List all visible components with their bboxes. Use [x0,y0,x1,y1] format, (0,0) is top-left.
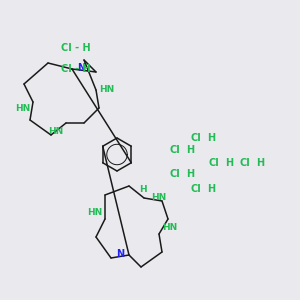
Text: HN: HN [162,223,177,232]
Text: Cl: Cl [190,184,201,194]
Text: HN: HN [15,104,30,113]
Text: Cl - H: Cl - H [61,64,91,74]
Text: HN: HN [99,85,114,94]
Text: H: H [225,158,233,169]
Text: Cl - H: Cl - H [61,43,91,53]
Text: HN: HN [87,208,102,217]
Text: H: H [139,185,146,194]
Text: H: H [256,158,265,169]
Text: HN: HN [152,193,167,202]
Text: H: H [186,169,194,179]
Text: H: H [207,184,215,194]
Text: Cl: Cl [190,133,201,143]
Text: Cl: Cl [208,158,219,169]
Text: H: H [207,133,215,143]
Text: Cl: Cl [169,145,180,155]
Text: H: H [186,145,194,155]
Text: Cl: Cl [240,158,251,169]
Text: Cl: Cl [169,169,180,179]
Text: HN: HN [48,127,63,136]
Text: N: N [116,249,124,259]
Text: N: N [77,63,85,73]
